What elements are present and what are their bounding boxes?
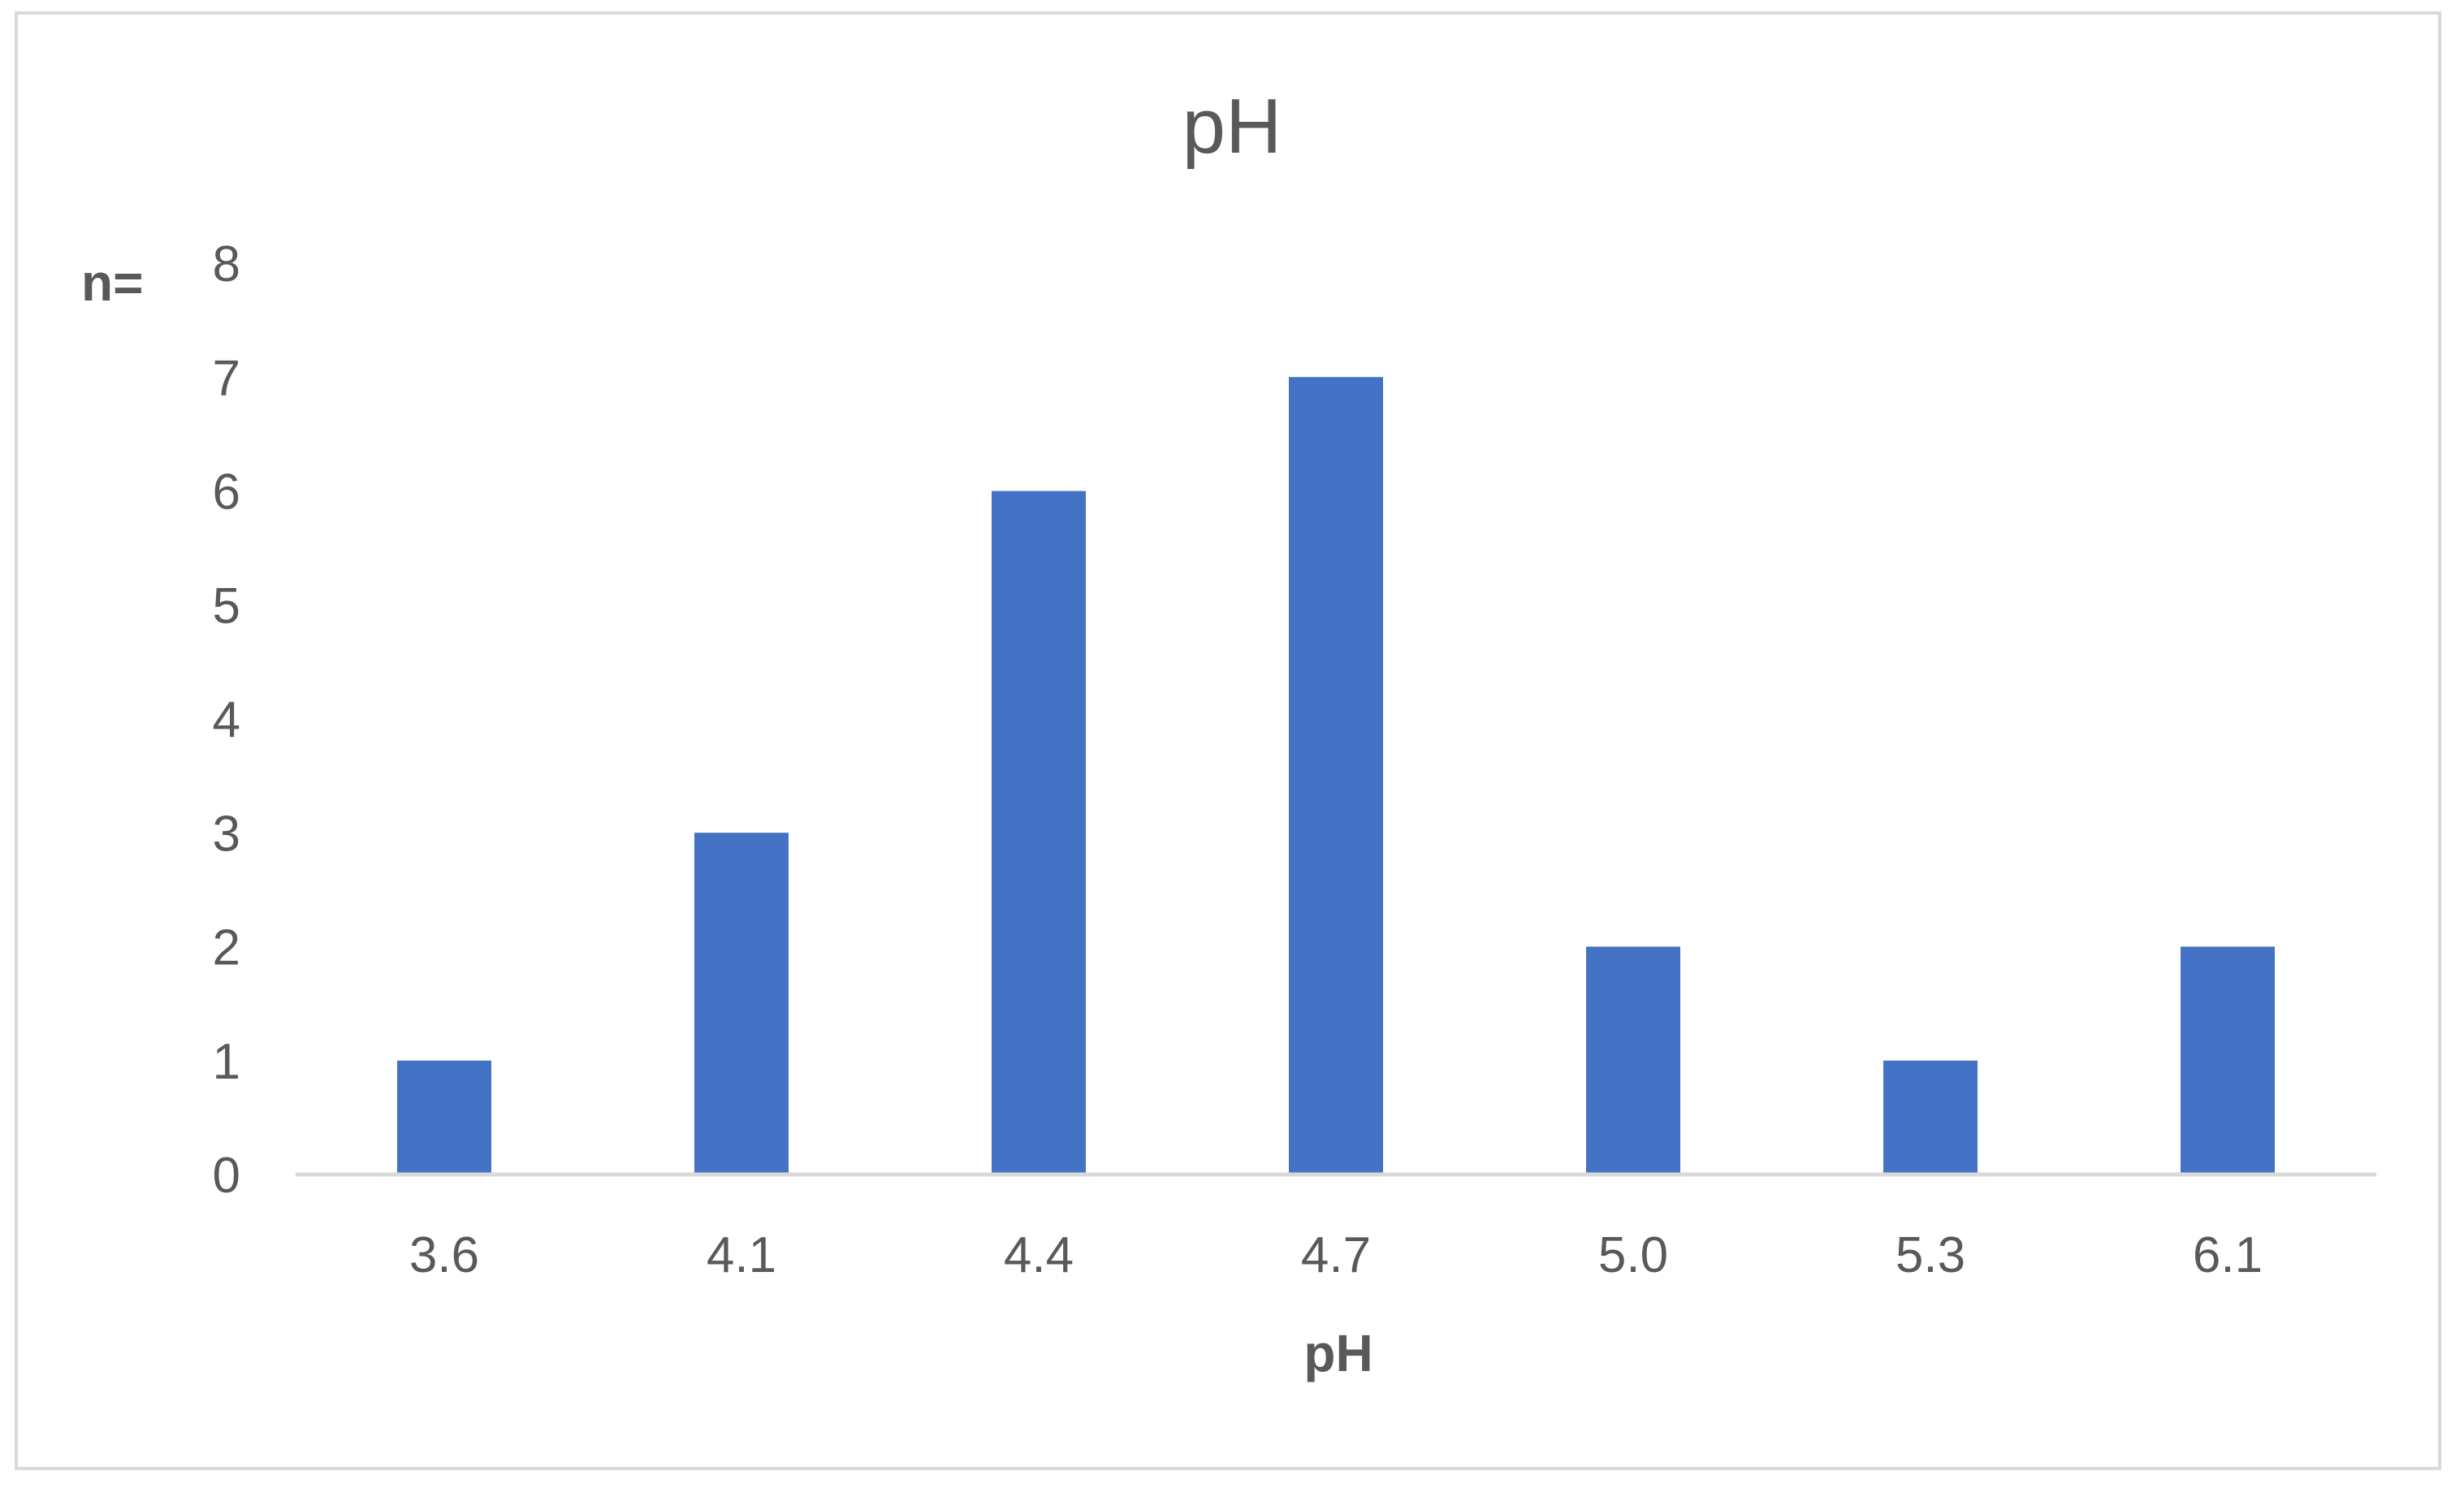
y-tick-label: 6	[213, 465, 240, 521]
y-tick-label: 2	[213, 920, 240, 976]
x-axis-title: pH	[1303, 1324, 1372, 1382]
chart-title: pH	[1182, 83, 1282, 170]
chart-frame	[15, 11, 2441, 1470]
bar-4-4	[992, 491, 1086, 1174]
bar-5-0	[1586, 946, 1680, 1174]
y-axis-ticks: 0 1 2 3 4 5 6 7 8	[213, 236, 240, 1204]
x-tick-label: 3.6	[409, 1227, 479, 1283]
bar-5-3	[1883, 1060, 1978, 1174]
x-tick-label: 4.4	[1004, 1227, 1074, 1283]
y-tick-label: 5	[213, 578, 240, 634]
y-tick-label: 7	[213, 350, 240, 406]
y-tick-label: 4	[213, 692, 240, 748]
y-tick-label: 3	[213, 806, 240, 862]
x-axis-ticks: 3.6 4.1 4.4 4.7 5.0 5.3 6.1	[409, 1227, 2263, 1283]
bar-4-1	[694, 833, 789, 1174]
x-tick-label: 5.3	[1896, 1227, 1965, 1283]
bar-3-6	[397, 1060, 491, 1174]
x-tick-label: 6.1	[2193, 1227, 2263, 1283]
x-tick-label: 4.1	[707, 1227, 776, 1283]
y-tick-label: 8	[213, 236, 240, 292]
bar-6-1	[2181, 946, 2275, 1174]
x-tick-label: 4.7	[1301, 1227, 1371, 1283]
y-tick-label: 1	[213, 1034, 240, 1090]
x-tick-label: 5.0	[1598, 1227, 1668, 1283]
y-tick-label: 0	[213, 1148, 240, 1204]
y-axis-title: n=	[81, 253, 143, 312]
bars-group	[397, 377, 2275, 1174]
bar-4-7	[1289, 377, 1383, 1174]
